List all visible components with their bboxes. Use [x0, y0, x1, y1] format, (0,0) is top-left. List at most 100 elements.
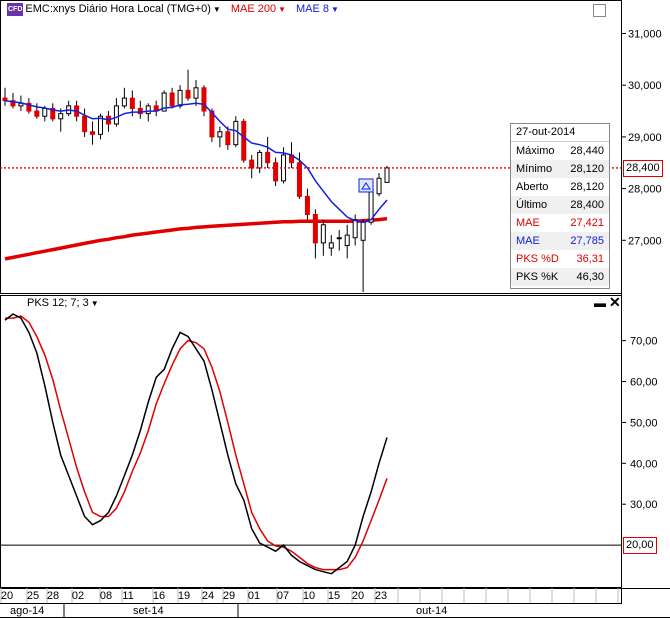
level-tag: 20,00	[623, 537, 657, 555]
osc-tick-label: 30,00	[630, 499, 658, 511]
candle-body	[42, 107, 48, 117]
info-row: MAE 27,421	[511, 214, 609, 232]
candle-body	[209, 110, 215, 138]
candle-body	[113, 105, 119, 125]
info-value: 27,421	[570, 217, 604, 229]
candle-body	[320, 224, 326, 244]
osc-tick-label: 60,00	[630, 377, 658, 389]
price-tick-label: 30,000	[628, 80, 662, 92]
info-label: PKS %D	[516, 253, 559, 265]
candle-body	[265, 151, 271, 164]
candle-body	[336, 237, 342, 240]
x-day-label: 10	[303, 590, 315, 602]
x-day-label: 29	[223, 590, 235, 602]
price-axis: 31,000 30,000 29,000 28,000 27,000	[621, 29, 662, 247]
candle-body	[98, 115, 103, 135]
chevron-down-icon[interactable]: ▼	[278, 4, 287, 14]
mae-8-series	[4, 99, 388, 223]
candle-body	[145, 105, 151, 115]
osc-pane	[0, 295, 622, 588]
x-day-label: 25	[27, 590, 39, 602]
osc-axis: 70,00 60,00 50,00 40,00 30,00	[621, 336, 658, 511]
osc-tick-label: 70,00	[630, 336, 658, 348]
x-day-label: 15	[328, 590, 340, 602]
candle-body	[241, 120, 247, 161]
osc-tick-label: 50,00	[630, 417, 658, 429]
trade-marker-icon[interactable]	[358, 178, 374, 193]
chevron-down-icon[interactable]: ▼	[90, 298, 99, 308]
candle-body	[257, 151, 263, 169]
candle-body	[312, 213, 318, 244]
info-value: 28,120	[570, 163, 604, 175]
candle-body	[90, 131, 96, 135]
price-tick-label: 27,000	[628, 235, 662, 247]
candle-body	[177, 89, 183, 107]
x-month-label: out-14	[416, 605, 447, 617]
x-month-label: ago-14	[10, 605, 44, 617]
mae-8-line	[4, 99, 388, 223]
x-day-label: 20	[1, 590, 13, 602]
info-date: 27-out-2014	[511, 124, 609, 142]
info-value: 27,785	[570, 235, 604, 247]
close-icon[interactable]: ✕	[609, 294, 621, 310]
info-value: 28,440	[570, 145, 604, 157]
x-day-label: 24	[202, 590, 214, 602]
ohlc-info-box: 27-out-2014 Máximo 28,440 Mínimo 28,120 Aber…	[510, 123, 610, 289]
info-label: Aberto	[516, 181, 549, 193]
candle-body	[185, 89, 191, 99]
x-month-label: set-14	[133, 605, 164, 617]
x-day-label: 19	[178, 590, 190, 602]
candle-body	[233, 120, 239, 146]
chevron-down-icon[interactable]: ▼	[331, 4, 339, 14]
oscillator-header: PKS 12; 7; 3 ▼	[0, 296, 99, 310]
pks-k-series	[4, 313, 388, 575]
x-day-label: 01	[248, 590, 260, 602]
info-row: Máximo 28,440	[511, 142, 609, 160]
minimize-icon[interactable]: ▬	[594, 296, 606, 310]
candle-body	[26, 102, 32, 112]
candle-body	[304, 195, 310, 215]
info-value: 36,31	[576, 253, 604, 265]
candle-body	[161, 92, 167, 112]
current-price-tag: 28,400	[623, 159, 663, 177]
x-day-label: 07	[277, 590, 289, 602]
candle-body	[201, 87, 207, 112]
x-day-label: 08	[100, 590, 112, 602]
info-label: PKS %K	[516, 271, 559, 283]
info-row: Aberto 28,120	[511, 178, 609, 196]
candle-body	[328, 242, 334, 249]
info-label: MAE	[516, 217, 540, 229]
pks-label[interactable]: PKS 12; 7; 3	[27, 297, 89, 309]
x-day-label: 28	[47, 590, 59, 602]
info-row: Mínimo 28,120	[511, 160, 609, 178]
candle-body	[273, 162, 279, 182]
price-tick-label: 28,000	[628, 184, 662, 196]
candle-body	[121, 97, 127, 107]
symbol-label[interactable]: EMC:xnys Diário Hora Local (TMG+0)	[25, 3, 211, 15]
candle-body	[50, 107, 56, 120]
osc-tick-label: 40,00	[630, 458, 658, 470]
minimize-icon[interactable]	[593, 4, 606, 17]
info-label: MAE	[516, 235, 540, 247]
info-value: 46,30	[576, 271, 604, 283]
info-row: PKS %D 36,31	[511, 250, 609, 268]
x-day-label: 23	[375, 590, 387, 602]
price-tick-label: 29,000	[628, 132, 662, 144]
pks-d-series	[5, 315, 388, 571]
candle-body	[129, 97, 135, 109]
candle-body	[58, 113, 64, 120]
info-value: 28,120	[570, 181, 604, 193]
info-label: Máximo	[516, 145, 555, 157]
candle-body	[193, 87, 199, 99]
candle-body	[360, 221, 366, 241]
candles	[2, 69, 390, 292]
x-axis: 20 25 28 02 08 11 16 19 24 29 01 07 10 15 20 23 ago-14 se…	[0, 588, 619, 617]
candle-body	[225, 131, 231, 146]
mae200-label[interactable]: MAE 200	[230, 3, 277, 15]
chevron-down-icon[interactable]: ▼	[212, 4, 221, 14]
candle-body	[169, 92, 175, 107]
mae8-label[interactable]: MAE 8	[296, 3, 330, 15]
oscillator-lines	[0, 313, 621, 575]
x-day-label: 11	[122, 590, 133, 602]
chart-header: CFD EMC:xnys Diário Hora Local (TMG+0) ▼ …	[0, 1, 339, 17]
